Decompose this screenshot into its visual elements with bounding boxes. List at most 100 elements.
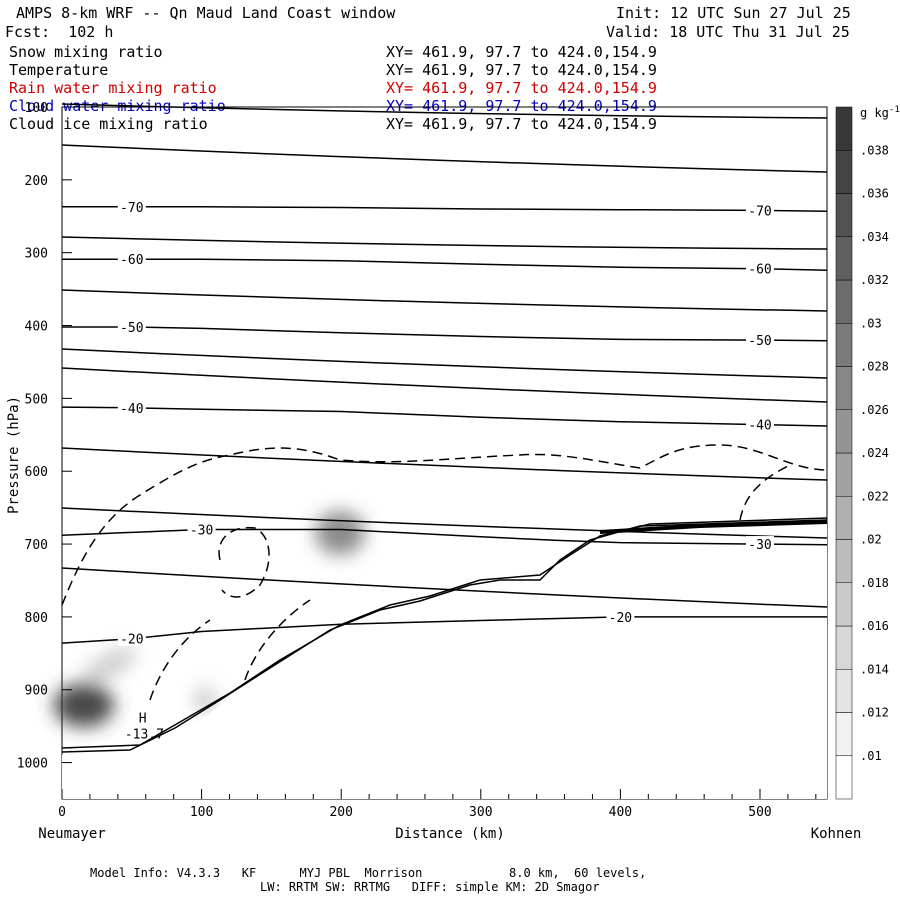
isotherm-label-bg: [745, 260, 774, 276]
isotherm-label-bg: [117, 251, 146, 267]
cloud-water-contour-4: [244, 599, 311, 681]
field-xy-1: XY= 461.9, 97.7 to 424.0,154.9: [386, 61, 657, 79]
colorbar-swatch-7: [835, 452, 853, 497]
annotation-0: H: [139, 712, 147, 727]
colorbar-swatch-2: [835, 669, 853, 713]
right-endpoint-label: Kohnen: [811, 826, 862, 842]
field-name-0: Snow mixing ratio: [9, 43, 163, 61]
y-tick-label-6: 700: [25, 538, 48, 553]
isotherm-label-bg: [745, 202, 774, 218]
colorbar-label-4: .018: [860, 576, 889, 590]
isotherm-label-bg: [117, 630, 146, 646]
isotherm-label-right-4: -30: [748, 538, 771, 553]
x-tick-label-5: 500: [748, 805, 771, 820]
y-tick-label-3: 400: [25, 320, 48, 335]
isotherm-label-5: -20: [120, 633, 143, 648]
colorbar-label-7: .024: [860, 446, 889, 460]
field-name-4: Cloud ice mixing ratio: [9, 115, 208, 133]
header-init: Init: 12 UTC Sun 27 Jul 25: [616, 4, 851, 22]
field-name-1: Temperature: [9, 61, 109, 79]
header-valid: Valid: 18 UTC Thu 31 Jul 25: [606, 23, 850, 41]
x-tick-label-0: 0: [58, 805, 66, 820]
x-tick-label-2: 200: [329, 805, 352, 820]
contour-line: [61, 567, 828, 608]
contour-line: [61, 103, 828, 119]
y-tick-label-7: 800: [25, 611, 48, 626]
colorbar-swatch-9: [835, 366, 853, 410]
x-tick-label-3: 300: [469, 805, 492, 820]
terrain-line-1: [61, 519, 828, 753]
contour-line: [61, 348, 828, 379]
terrain-heavy-line: [599, 520, 828, 534]
header-title: AMPS 8-km WRF -- Qn Maud Land Coast wind…: [16, 4, 396, 22]
contour-line: [61, 144, 828, 173]
cloud-water-contour-5: [739, 464, 791, 521]
isotherm-label-bg: [745, 332, 774, 348]
y-tick-label-5: 600: [25, 465, 48, 480]
snow-blob-3: [315, 511, 365, 555]
isotherm--60: [62, 258, 828, 271]
isotherm-label-bg: [117, 318, 146, 334]
y-tick-label-4: 500: [25, 392, 48, 407]
isotherm-label-4: -30: [190, 523, 213, 538]
cloud-water-contour-3: [149, 619, 211, 701]
isotherm-label-2: -50: [120, 321, 143, 336]
colorbar-swatch-3: [835, 625, 853, 670]
snow-blob-1: [54, 683, 114, 727]
terrain-mask: [62, 520, 827, 799]
colorbar-swatch-15: [835, 106, 853, 151]
isotherm-label-right-5: -20: [609, 611, 632, 626]
colorbar-label-10: .03: [860, 316, 882, 330]
x-tick-label-1: 100: [190, 805, 213, 820]
colorbar-swatch-4: [835, 582, 853, 627]
colorbar-swatch-5: [835, 539, 853, 583]
colorbar-label-14: .038: [860, 143, 889, 157]
isotherm-label-0: -70: [120, 201, 143, 216]
footer-model-info: Model Info: V4.3.3 KF MYJ PBL Morrison 8…: [90, 866, 647, 880]
terrain-line-2: [61, 517, 828, 749]
contour-line: [61, 367, 828, 403]
x-axis-label: Distance (km): [395, 826, 505, 842]
colorbar-unit-exponent: -1: [889, 105, 900, 115]
field-name-2: Rain water mixing ratio: [9, 79, 217, 97]
footer-physics-info: LW: RRTM SW: RRTMG DIFF: simple KM: 2D S…: [260, 880, 600, 894]
contour-line: [61, 507, 828, 539]
colorbar-swatch-12: [835, 236, 853, 281]
colorbar-unit: g kg-1: [860, 105, 900, 120]
colorbar-swatch-10: [835, 323, 853, 367]
isotherm--70: [62, 206, 828, 212]
contour-line: [61, 447, 828, 481]
colorbar-swatch-13: [835, 193, 853, 237]
colorbar-swatch-14: [835, 150, 853, 194]
x-tick-label-4: 400: [609, 805, 632, 820]
y-axis-label: Pressure (hPa): [6, 396, 22, 514]
isotherm--40: [61, 406, 828, 427]
cloud-water-contour-2: [218, 526, 270, 598]
colorbar-label-9: .028: [860, 360, 889, 374]
contour-line: [61, 289, 828, 312]
header-forecast: Fcst: 102 h: [5, 23, 114, 41]
colorbar-label-6: .022: [860, 489, 889, 503]
cloud-water-contour-1: [61, 444, 828, 606]
colorbar-swatch-8: [835, 409, 853, 454]
colorbar-label-12: .034: [860, 230, 889, 244]
snow-blob-2: [83, 646, 137, 684]
isotherm-label-3: -40: [120, 402, 143, 417]
annotation-1: -13.7: [125, 728, 164, 743]
colorbar-swatch-11: [835, 279, 853, 324]
colorbar-swatch-1: [835, 712, 853, 756]
colorbar-label-13: .036: [860, 187, 889, 201]
isotherm-label-right-1: -60: [748, 263, 771, 278]
isotherm-label-bg: [187, 521, 216, 537]
y-tick-label-9: 1000: [17, 757, 48, 772]
snow-shading: [54, 511, 365, 727]
isotherm-label-bg: [117, 198, 146, 214]
y-tick-label-8: 900: [25, 684, 48, 699]
field-xy-2: XY= 461.9, 97.7 to 424.0,154.9: [386, 79, 657, 97]
isotherm-label-bg: [606, 608, 635, 624]
y-tick-label-0: 100: [25, 101, 48, 116]
isotherm-label-bg: [745, 536, 774, 552]
colorbar-label-11: .032: [860, 273, 889, 287]
colorbar-swatch-0: [835, 755, 853, 800]
